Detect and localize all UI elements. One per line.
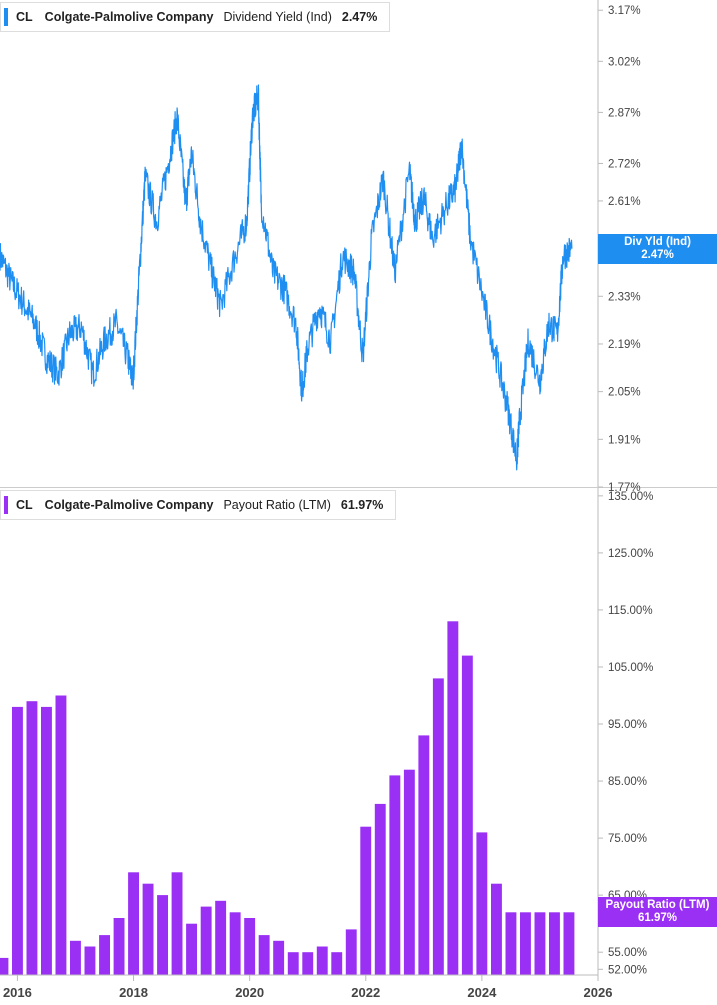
payout-bar	[345, 929, 357, 975]
payout-ratio-series	[0, 621, 575, 975]
x-tick-label: 2018	[119, 985, 148, 1000]
y-tick-label: 75.00%	[608, 833, 647, 845]
y-tick-label: 135.00%	[608, 491, 653, 503]
y-tick-label: 2.19%	[608, 339, 641, 351]
x-tick-label: 2022	[351, 985, 380, 1000]
payout-bar	[258, 935, 270, 975]
payout-bar	[128, 872, 139, 975]
flag-label: Div Yld (Ind)	[624, 235, 691, 248]
payout-bar	[447, 621, 459, 975]
series-color-swatch	[4, 496, 8, 514]
payout-bar	[273, 940, 285, 975]
payout-bar	[157, 895, 168, 975]
payout-bar	[432, 678, 444, 975]
y-tick-label: 2.87%	[608, 107, 641, 119]
payout-bar	[26, 701, 38, 975]
payout-bar	[186, 923, 197, 975]
legend-metric: Dividend Yield (Ind)	[223, 10, 332, 24]
x-tick-label: 2020	[235, 985, 264, 1000]
payout-bar	[389, 775, 401, 975]
y-tick-label: 52.00%	[608, 964, 647, 976]
legend-metric: Payout Ratio (LTM)	[223, 498, 331, 512]
payout-bar	[418, 735, 430, 975]
payout-bar	[142, 883, 154, 975]
payout-bar	[12, 706, 23, 975]
payout-bar	[505, 912, 517, 975]
payout-bar	[549, 912, 560, 975]
payout-bar	[520, 912, 531, 975]
y-tick-label: 3.02%	[608, 56, 641, 68]
legend-ticker: CL	[16, 498, 33, 512]
flag-value: 2.47%	[641, 248, 674, 261]
legend-company: Colgate-Palmolive Company	[44, 498, 214, 512]
payout-bar	[229, 912, 241, 975]
payout-bar	[374, 803, 386, 975]
y-tick-label: 1.91%	[608, 434, 641, 446]
series-color-swatch	[4, 8, 8, 26]
y-tick-label: 115.00%	[608, 605, 653, 617]
top-y-axis: 3.17% 3.02% 2.87% 2.72% 2.61% 2.47% 2.33% 2.19%…	[0, 0, 717, 975]
top-legend[interactable]: CL Colgate-Palmolive Company Dividend Yi…	[0, 2, 391, 32]
dividend-yield-line	[0, 84, 573, 471]
payout-bar	[55, 695, 67, 975]
bottom-legend[interactable]: CL Colgate-Palmolive Company Payout Rati…	[0, 490, 397, 520]
payout-bar	[84, 946, 96, 975]
y-tick-label: 2.61%	[608, 196, 641, 208]
legend-ticker: CL	[16, 10, 33, 24]
x-tick-label: 2026	[584, 985, 613, 1000]
payout-bar	[491, 883, 502, 975]
y-tick-label: 2.33%	[608, 291, 641, 303]
dividend-yield-series	[0, 84, 573, 471]
y-tick-label: 105.00%	[608, 662, 653, 674]
payout-bar	[99, 935, 110, 975]
legend-company: Colgate-Palmolive Company	[44, 10, 214, 24]
legend-value: 61.97%	[340, 498, 384, 512]
y-tick-label: 95.00%	[608, 719, 647, 731]
payout-bar	[534, 912, 546, 975]
payout-bar	[403, 769, 415, 975]
payout-bar	[41, 706, 52, 975]
flag-value: 61.97%	[637, 912, 677, 925]
payout-bar	[113, 918, 125, 975]
y-tick-label: 2.05%	[608, 387, 641, 399]
payout-bar	[287, 952, 299, 975]
y-tick-label: 125.00%	[608, 548, 653, 560]
payout-bar	[461, 655, 473, 975]
payout-bar	[331, 952, 343, 975]
payout-bar	[302, 952, 314, 975]
payout-bar	[563, 912, 575, 975]
y-tick-label: 2.72%	[608, 158, 641, 170]
bottom-y-axis: 135.00% 125.00% 115.00% 105.00% 95.00% 85.00%…	[598, 491, 653, 976]
flag-label: Payout Ratio (LTM)	[605, 899, 710, 912]
payout-bar	[476, 832, 488, 975]
y-tick-label: 1.77%	[608, 482, 641, 494]
payout-bar	[316, 946, 328, 975]
x-tick-label: 2024	[467, 985, 497, 1000]
current-payout-flag: Payout Ratio (LTM) 61.97%	[598, 897, 717, 928]
payout-bar	[215, 900, 227, 975]
payout-bar	[360, 826, 372, 975]
payout-bar	[171, 872, 183, 975]
legend-value: 2.47%	[341, 10, 378, 24]
current-yield-flag: Div Yld (Ind) 2.47%	[598, 233, 717, 264]
payout-bar	[70, 940, 81, 975]
payout-bar	[244, 918, 256, 975]
payout-bar	[200, 906, 212, 975]
x-tick-label: 2016	[3, 985, 32, 1000]
y-tick-label: 55.00%	[608, 947, 647, 959]
x-axis: 2016 2018 2020 2022 2024 2026	[0, 974, 613, 1000]
y-tick-label: 3.17%	[608, 5, 641, 17]
payout-bar	[0, 957, 9, 975]
y-tick-label: 85.00%	[608, 776, 647, 788]
